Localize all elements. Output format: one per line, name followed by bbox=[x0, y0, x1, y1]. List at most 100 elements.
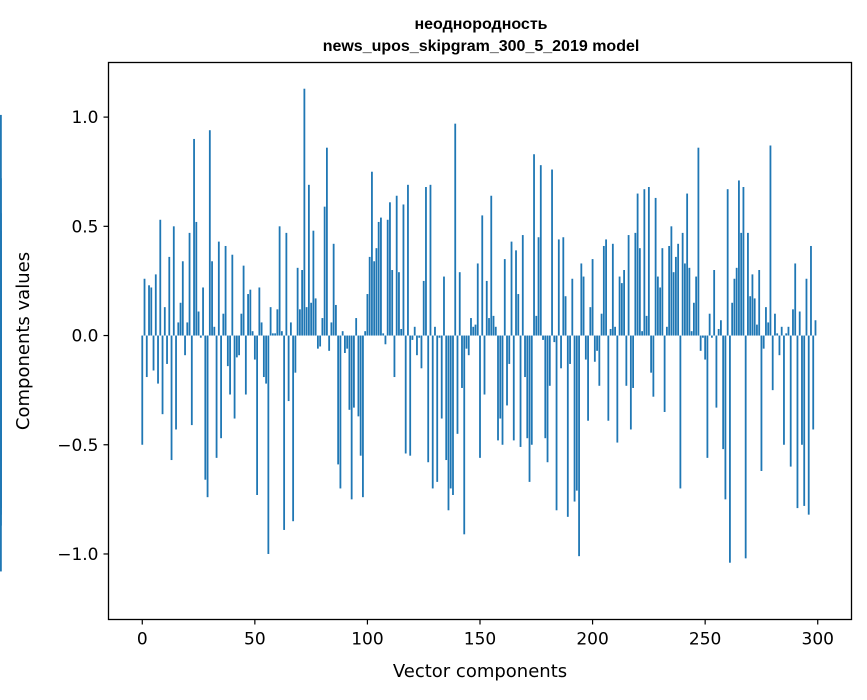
bar bbox=[321, 318, 324, 336]
bar bbox=[582, 276, 585, 336]
bar bbox=[400, 328, 403, 336]
bar bbox=[220, 335, 222, 439]
bar bbox=[208, 130, 211, 336]
bar bbox=[240, 313, 243, 336]
x-axis-ticks: 0 50 100 150 200 250 300 bbox=[137, 619, 834, 650]
bar bbox=[373, 261, 376, 336]
bar bbox=[339, 335, 342, 489]
bar bbox=[143, 278, 146, 336]
bar bbox=[717, 328, 720, 336]
bar bbox=[560, 335, 562, 369]
bar bbox=[697, 147, 700, 336]
bar bbox=[778, 335, 781, 356]
bar bbox=[641, 331, 644, 336]
bar bbox=[357, 335, 360, 417]
bar bbox=[296, 267, 299, 336]
bar bbox=[814, 320, 817, 336]
bar bbox=[492, 315, 495, 336]
bar bbox=[650, 335, 653, 373]
y-axis-label: Components values bbox=[13, 252, 34, 430]
bar bbox=[163, 307, 166, 336]
bar bbox=[605, 239, 607, 336]
bar bbox=[283, 335, 286, 530]
bar bbox=[812, 335, 815, 430]
bar bbox=[627, 235, 630, 336]
bar bbox=[530, 335, 533, 445]
bar bbox=[184, 335, 186, 356]
bar bbox=[301, 270, 304, 336]
bar bbox=[386, 219, 389, 336]
bar bbox=[497, 335, 499, 441]
bar bbox=[391, 270, 394, 336]
bar bbox=[179, 302, 182, 336]
chart-title-line-1: неоднородность bbox=[414, 16, 547, 33]
bar bbox=[632, 335, 634, 388]
bar bbox=[548, 335, 551, 386]
bar bbox=[337, 335, 340, 465]
bar bbox=[280, 331, 283, 336]
bar bbox=[312, 230, 315, 336]
bar bbox=[528, 335, 531, 482]
bar bbox=[274, 333, 277, 336]
x-tick-label: 50 bbox=[244, 630, 266, 650]
bar bbox=[616, 335, 619, 443]
bar bbox=[303, 88, 306, 336]
bar bbox=[555, 335, 558, 511]
bar bbox=[738, 180, 740, 336]
bar bbox=[794, 263, 797, 336]
bar bbox=[276, 309, 279, 336]
bar bbox=[159, 219, 162, 336]
bar bbox=[195, 221, 198, 336]
bar bbox=[659, 287, 662, 336]
bar bbox=[702, 335, 704, 338]
bar bbox=[310, 302, 313, 336]
bar bbox=[677, 243, 680, 336]
bar bbox=[647, 187, 650, 336]
bar bbox=[526, 335, 529, 439]
bar bbox=[452, 335, 454, 495]
bar bbox=[265, 335, 268, 384]
bar bbox=[535, 315, 538, 336]
bar bbox=[479, 335, 481, 458]
bar bbox=[161, 335, 164, 415]
bar bbox=[683, 263, 686, 336]
bar bbox=[551, 169, 553, 336]
bar bbox=[503, 259, 506, 336]
bar bbox=[443, 276, 445, 336]
bar bbox=[578, 335, 580, 557]
bar bbox=[242, 265, 245, 336]
bar bbox=[294, 335, 297, 373]
bar bbox=[598, 335, 601, 386]
bar bbox=[326, 147, 328, 336]
bar bbox=[713, 270, 716, 336]
bar bbox=[602, 245, 605, 336]
x-axis-label: Vector components bbox=[393, 661, 567, 682]
bar bbox=[416, 335, 418, 356]
bar bbox=[332, 243, 335, 336]
bar bbox=[654, 197, 657, 336]
bar bbox=[348, 335, 351, 410]
bar bbox=[190, 335, 193, 426]
bar bbox=[771, 335, 774, 391]
chart-title-line-2: news_upos_skipgram_300_5_2019 model bbox=[323, 38, 640, 55]
bar bbox=[517, 294, 520, 336]
bar bbox=[792, 309, 794, 336]
bar bbox=[690, 331, 693, 336]
plot-frame bbox=[107, 61, 853, 621]
bar bbox=[715, 335, 718, 408]
bar bbox=[643, 189, 646, 336]
bar bbox=[537, 237, 540, 336]
bar bbox=[501, 335, 504, 445]
bars-layer bbox=[0, 88, 817, 572]
bar bbox=[769, 145, 772, 336]
bar bbox=[434, 326, 436, 336]
bar bbox=[810, 245, 812, 336]
bar bbox=[251, 331, 254, 336]
bar bbox=[524, 335, 526, 378]
bar bbox=[668, 245, 671, 336]
bar bbox=[368, 256, 371, 336]
bar bbox=[454, 123, 457, 336]
bar bbox=[253, 335, 256, 360]
bar bbox=[172, 226, 175, 336]
y-tick-label: 0.5 bbox=[71, 217, 98, 237]
